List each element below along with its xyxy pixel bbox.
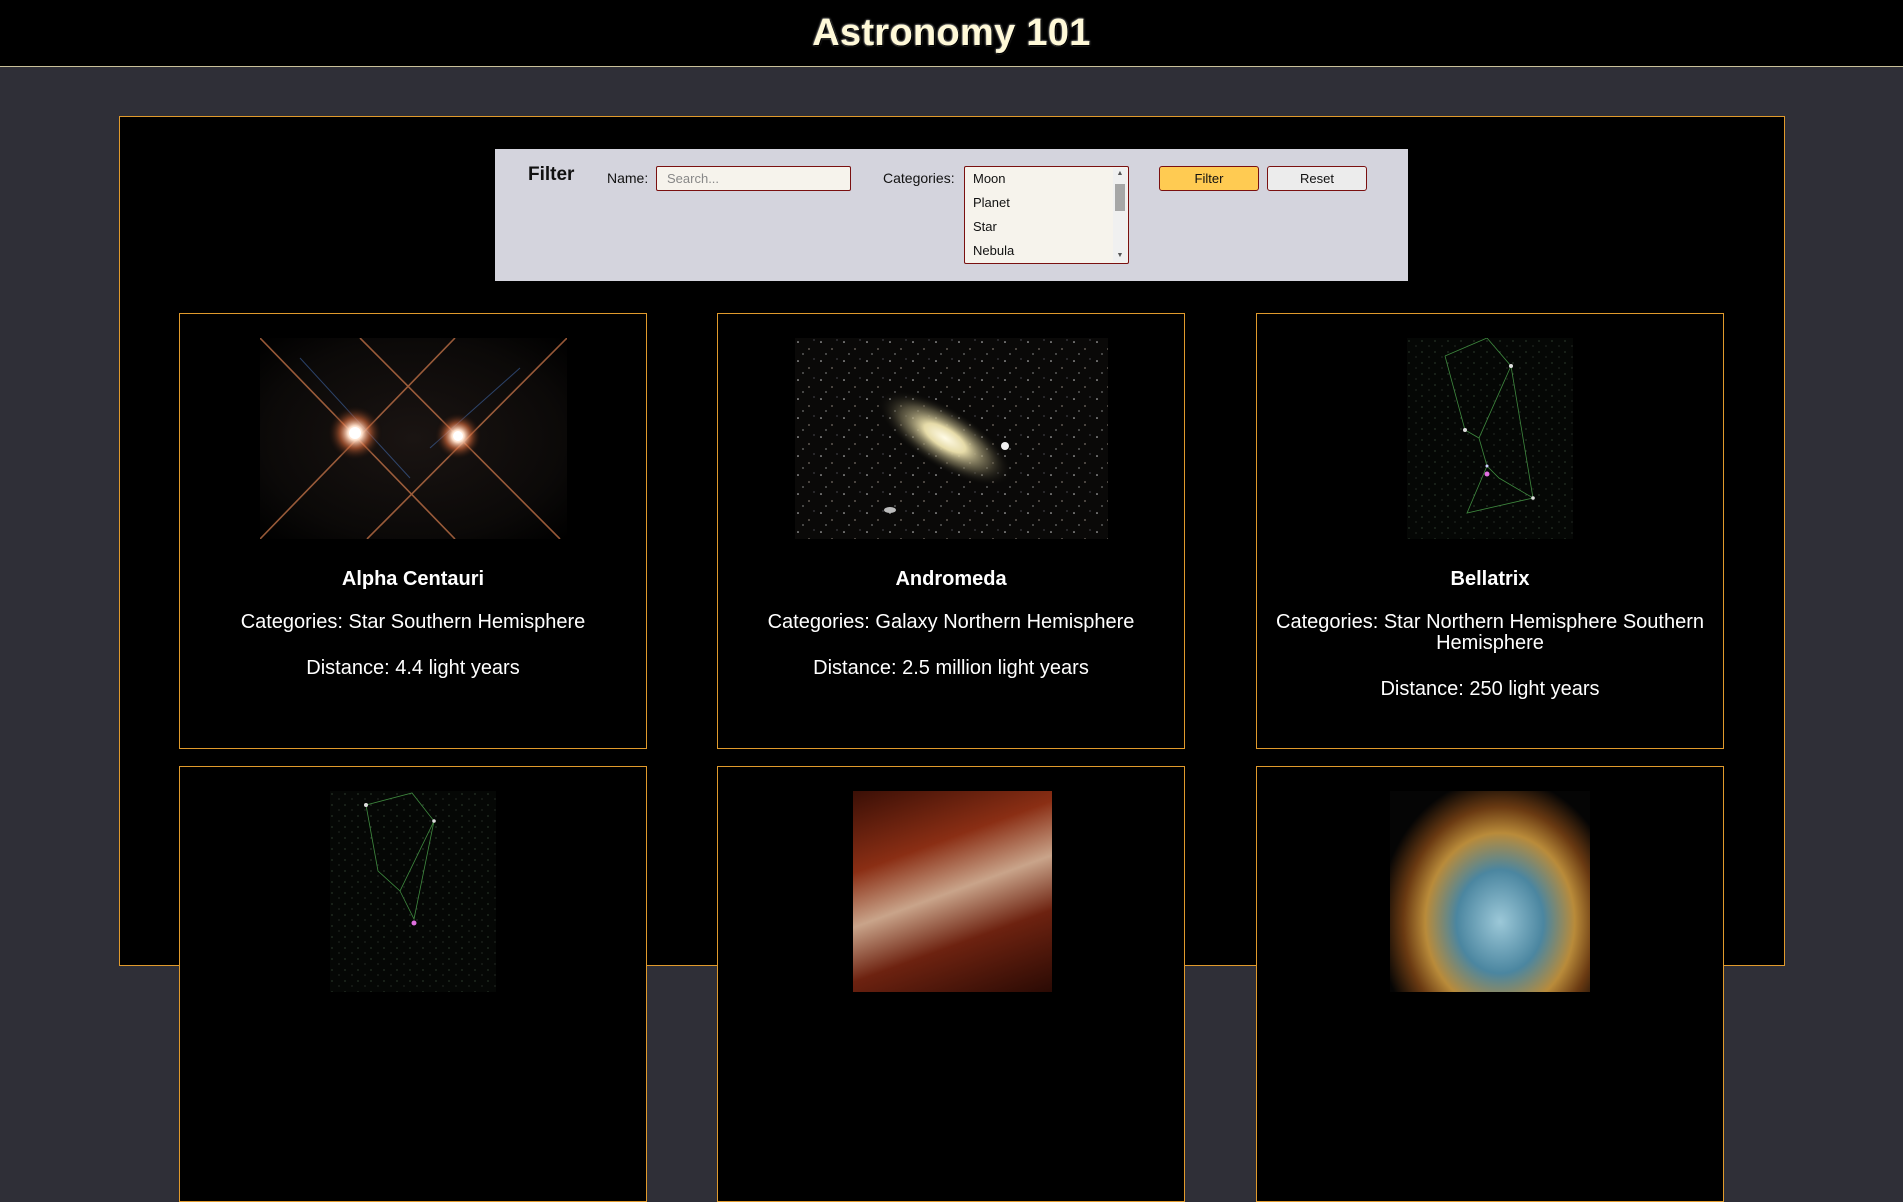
object-card[interactable] <box>717 766 1185 1202</box>
category-option-star[interactable]: Star <box>973 219 997 234</box>
object-card-alpha-centauri[interactable]: Alpha Centauri Categories: Star Southern… <box>179 313 647 749</box>
reset-button[interactable]: Reset <box>1267 166 1367 191</box>
object-categories: Categories: Star Southern Hemisphere <box>240 611 586 633</box>
object-distance: Distance: 250 light years <box>1380 678 1600 700</box>
scroll-down-icon[interactable]: ▼ <box>1116 252 1124 259</box>
site-header: Astronomy 101 <box>0 0 1903 67</box>
supernova-remnant-image <box>1390 791 1590 992</box>
object-card-andromeda[interactable]: Andromeda Categories: Galaxy Northern He… <box>717 313 1185 749</box>
object-categories: Categories: Galaxy Northern Hemisphere <box>767 611 1135 633</box>
constellation-chart-image <box>330 791 496 992</box>
object-distance: Distance: 2.5 million light years <box>813 657 1089 679</box>
site-title: Astronomy 101 <box>812 12 1091 54</box>
nebula-image <box>853 791 1052 992</box>
object-distance: Distance: 4.4 light years <box>306 657 520 679</box>
scroll-up-icon[interactable]: ▲ <box>1116 170 1124 177</box>
object-name: Bellatrix <box>1450 568 1530 590</box>
object-name: Alpha Centauri <box>341 568 485 590</box>
object-name: Andromeda <box>895 568 1007 590</box>
constellation-chart-image <box>1407 338 1573 539</box>
listbox-scrollbar[interactable]: ▲ ▼ <box>1113 168 1127 262</box>
category-option-moon[interactable]: Moon <box>973 171 1006 186</box>
object-card-bellatrix[interactable]: Bellatrix Categories: Star Northern Hemi… <box>1256 313 1724 749</box>
object-card[interactable] <box>179 766 647 1202</box>
category-option-nebula[interactable]: Nebula <box>973 243 1015 258</box>
name-search-input[interactable] <box>656 166 851 191</box>
filter-panel: Filter Name: Categories: Moon Planet Sta… <box>495 149 1408 281</box>
categories-listbox[interactable]: Moon Planet Star Nebula ▲ ▼ <box>964 166 1129 264</box>
object-categories: Categories: Star Northern Hemisphere Sou… <box>1276 611 1704 654</box>
binary-star-image <box>260 338 567 539</box>
name-label: Name: <box>607 170 649 186</box>
filter-button[interactable]: Filter <box>1159 166 1259 191</box>
scroll-thumb[interactable] <box>1115 184 1125 211</box>
categories-label: Categories: <box>883 170 955 186</box>
galaxy-image <box>795 338 1108 539</box>
category-option-planet[interactable]: Planet <box>973 195 1010 210</box>
filter-title: Filter <box>528 164 575 185</box>
object-card[interactable] <box>1256 766 1724 1202</box>
